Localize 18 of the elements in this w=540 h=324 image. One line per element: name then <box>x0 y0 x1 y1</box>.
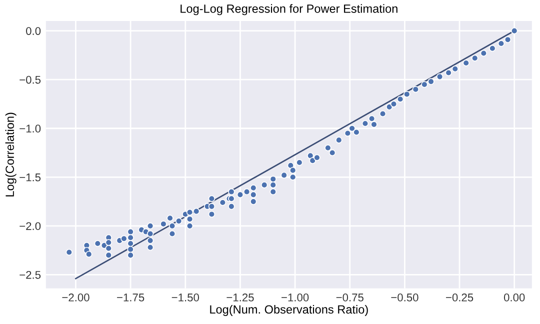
x-tick-label: −1.00 <box>282 294 309 302</box>
x-axis-title: Log(Num. Observations Ratio) <box>210 304 368 316</box>
x-tick-label: −0.50 <box>391 294 418 302</box>
y-tick-label: −0.5 <box>20 76 41 84</box>
x-tick-label: −1.75 <box>117 294 144 302</box>
y-tick-label: −2.0 <box>20 222 41 230</box>
x-tick-label: 0.00 <box>504 294 525 302</box>
y-tick-label: −2.5 <box>20 270 41 279</box>
chart-title: Log-Log Regression for Power Estimation <box>180 4 398 16</box>
x-tick-label: −2.00 <box>62 294 90 302</box>
x-tick-label: −0.25 <box>446 294 474 302</box>
x-tick-label: −1.25 <box>226 294 254 302</box>
x-tick-label: −1.50 <box>172 294 200 302</box>
y-tick-label: −1.0 <box>20 124 41 133</box>
y-tick-label: 0.0 <box>26 27 41 35</box>
x-tick-label: −0.75 <box>336 294 364 302</box>
y-tick-label: −1.5 <box>20 174 41 182</box>
y-axis-title: Log(Correlation) <box>5 112 16 196</box>
